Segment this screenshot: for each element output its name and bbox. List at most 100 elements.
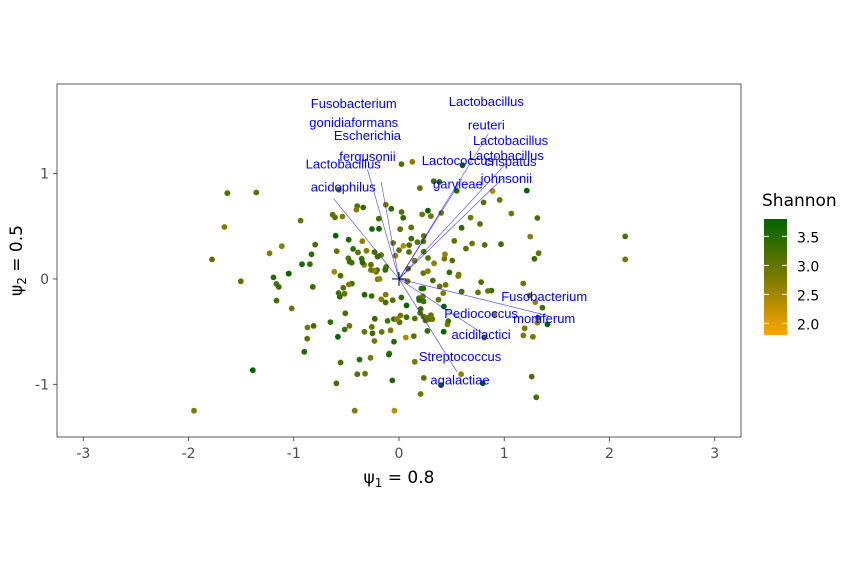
sample-point (410, 333, 417, 339)
sample-point (420, 270, 427, 276)
y-tick-label: -1 (35, 377, 49, 393)
sample-point (376, 276, 383, 282)
sample-point (425, 268, 431, 274)
sample-point (539, 304, 546, 311)
sample-point (622, 233, 629, 240)
y-axis-title-symbol: ψ (7, 285, 27, 296)
sample-point (375, 215, 382, 222)
sample-point (332, 232, 339, 239)
sample-point (440, 290, 447, 297)
sample-point (382, 291, 389, 298)
x-tick-label: -1 (287, 446, 301, 462)
legend-title: Shannon (762, 191, 837, 211)
sample-point (622, 256, 629, 263)
sample-point (429, 277, 436, 284)
sample-point (382, 201, 389, 208)
taxon-label-species: agalactiae (430, 372, 489, 387)
x-axis-title: ψ1 = 0.8 (364, 468, 435, 490)
sample-point (449, 257, 456, 264)
sample-point (469, 240, 475, 247)
taxon-label-genus: Fusobacterium (311, 96, 397, 111)
taxon-label-species: reuteri (468, 117, 505, 132)
x-axis-title-value: = 0.8 (382, 468, 434, 488)
legend: Shannon 2.0 2.5 3.0 3.5 (762, 191, 837, 335)
sample-point (428, 213, 434, 220)
sample-point (369, 226, 375, 232)
sample-point (530, 333, 536, 340)
sample-point (359, 238, 366, 245)
sample-point (387, 327, 394, 334)
sample-point (480, 199, 487, 206)
sample-point (400, 214, 407, 221)
taxon-arrow (380, 181, 400, 279)
sample-point (389, 377, 396, 384)
sample-point (378, 296, 385, 303)
sample-point (442, 281, 449, 288)
sample-point (491, 311, 498, 318)
sample-point (463, 245, 469, 252)
sample-point (368, 261, 374, 268)
sample-point (278, 243, 285, 250)
sample-point (340, 284, 347, 291)
sample-point (345, 236, 352, 243)
taxon-label-species: gonidiaformans (309, 115, 398, 130)
sample-point (531, 255, 538, 262)
y-axis-title: ψ2 = 0.5 (7, 225, 29, 296)
sample-point (333, 248, 340, 255)
sample-point (420, 313, 427, 320)
sample-point (528, 373, 535, 380)
sample-point (400, 242, 407, 249)
sample-point (335, 333, 341, 340)
sample-point (425, 207, 431, 214)
sample-point (420, 285, 427, 292)
taxon-label-species: johnsonii (480, 171, 532, 186)
sample-point (391, 407, 398, 414)
y-axis-title-value: = 0.5 (7, 225, 27, 277)
sample-point (508, 210, 515, 217)
sample-point (459, 162, 466, 169)
sample-point (191, 407, 197, 414)
sample-point (270, 274, 277, 281)
x-tick-label: 2 (605, 446, 614, 462)
y-tick-label: 1 (40, 167, 49, 183)
taxon-label-genus: Streptococcus (419, 349, 502, 364)
sample-point (532, 299, 539, 306)
x-tick-label: -2 (182, 446, 196, 462)
sample-point (224, 190, 231, 197)
taxon-arrow (398, 278, 549, 317)
taxon-arrow (367, 169, 400, 280)
sample-point (374, 253, 381, 260)
sample-point (396, 247, 402, 254)
sample-point (429, 316, 436, 322)
sample-point (397, 312, 404, 319)
sample-point (455, 273, 462, 279)
taxon-label-genus: Lactobacillus (473, 133, 549, 148)
sample-point (307, 261, 313, 267)
sample-point (335, 290, 342, 296)
sample-point (367, 354, 374, 361)
sample-point (331, 268, 338, 275)
sample-point (481, 334, 488, 341)
sample-point (424, 328, 431, 334)
sample-point (520, 332, 527, 339)
sample-point (408, 235, 415, 242)
sample-point (389, 297, 396, 304)
sample-point (394, 316, 400, 322)
sample-point (345, 281, 352, 288)
sample-point (478, 279, 484, 285)
y-tick-label: 0 (40, 272, 49, 288)
sample-point (526, 292, 533, 299)
sample-point (371, 315, 378, 322)
sample-point (521, 325, 528, 332)
sample-point (523, 187, 530, 194)
sample-point (520, 280, 527, 287)
sample-point (440, 328, 447, 335)
sample-point (309, 284, 316, 290)
x-tick-label: 1 (500, 446, 509, 462)
taxon-arrow (333, 198, 400, 280)
legend-tick-label: 2.5 (797, 288, 819, 304)
sample-point (425, 255, 431, 261)
sample-point (416, 297, 423, 303)
